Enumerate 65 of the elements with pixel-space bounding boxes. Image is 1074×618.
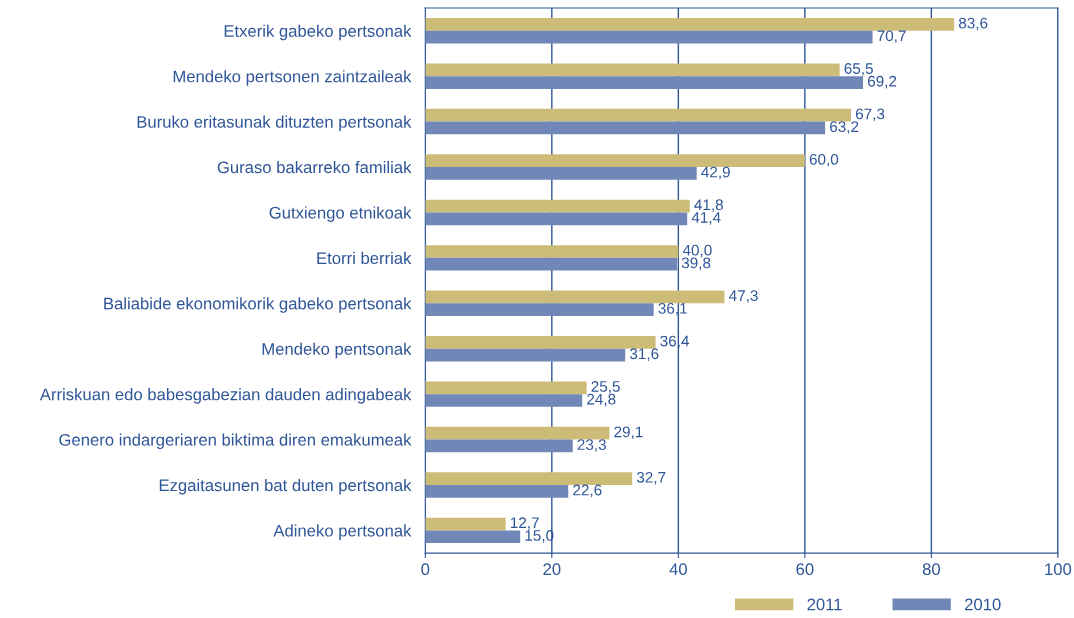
x-tick-label: 60 bbox=[796, 563, 814, 576]
bar bbox=[425, 108, 852, 122]
data-label: 69,2 bbox=[868, 75, 897, 89]
bar bbox=[425, 212, 688, 226]
data-label: 25,5 bbox=[591, 381, 620, 394]
bar bbox=[425, 63, 840, 77]
bar bbox=[425, 530, 521, 544]
bar bbox=[425, 121, 826, 135]
y-tick-label: Adineko pertsonak bbox=[273, 524, 412, 540]
y-tick-label: Etorri berriak bbox=[317, 251, 412, 265]
y-tick-label: Genero indargeriaren biktima diren emakumeak bbox=[59, 433, 412, 450]
data-label: 41,8 bbox=[694, 199, 723, 212]
data-label: 60,0 bbox=[809, 153, 839, 167]
data-label: 83,6 bbox=[958, 17, 988, 31]
y-tick-label: Baliabide ekonomikorik gabeko pertsonak bbox=[104, 297, 412, 313]
bar bbox=[425, 290, 725, 304]
legend-label: 2010 bbox=[965, 598, 1001, 611]
bar bbox=[425, 335, 656, 349]
legend-label: 2011 bbox=[807, 598, 842, 611]
bar bbox=[425, 303, 654, 316]
y-tick-label: Mendeko pertsonen zaintzaileak bbox=[173, 70, 412, 86]
data-label: 40,0 bbox=[682, 244, 712, 258]
bar bbox=[425, 154, 805, 168]
data-label: 47,3 bbox=[729, 290, 758, 303]
data-label: 31,6 bbox=[629, 348, 659, 361]
bar bbox=[425, 167, 697, 180]
bar bbox=[425, 245, 679, 258]
x-tick-label: 100 bbox=[1045, 563, 1072, 576]
data-label: 42,9 bbox=[701, 166, 730, 180]
x-tick-label: 40 bbox=[669, 563, 687, 576]
bar bbox=[425, 257, 678, 271]
bar bbox=[425, 76, 864, 89]
bar bbox=[425, 199, 690, 213]
y-tick-label: Ezgaitasunen bat duten pertsonak bbox=[159, 478, 412, 495]
data-label: 39,8 bbox=[681, 257, 711, 271]
data-label: 63,2 bbox=[830, 121, 859, 134]
bar bbox=[425, 484, 569, 498]
bar bbox=[425, 426, 610, 440]
y-tick-label: Gutxiengo etnikoak bbox=[269, 206, 412, 222]
data-label: 29,1 bbox=[614, 426, 643, 440]
bar bbox=[425, 439, 573, 453]
bar bbox=[425, 381, 587, 395]
bar bbox=[425, 394, 583, 407]
data-label: 23,3 bbox=[577, 439, 606, 452]
x-tick-label: 0 bbox=[421, 563, 430, 576]
data-label: 65,5 bbox=[844, 63, 873, 76]
y-tick-label: Arriskuan edo babesgabezian dauden adingabeak bbox=[39, 388, 412, 404]
y-tick-label: Buruko eritasunak dituzten pertsonak bbox=[137, 115, 412, 132]
data-label: 24,8 bbox=[587, 393, 616, 407]
bar bbox=[425, 30, 873, 44]
x-tick-label: 20 bbox=[543, 563, 561, 576]
data-label: 32,7 bbox=[636, 471, 666, 485]
bar bbox=[425, 472, 633, 485]
data-label: 67,3 bbox=[855, 108, 885, 122]
y-tick-label: Guraso bakarreko familiak bbox=[217, 160, 412, 174]
y-tick-label: Etxerik gabeko pertsonak bbox=[224, 24, 412, 41]
data-label: 70,7 bbox=[877, 30, 906, 44]
data-label: 12,7 bbox=[510, 517, 539, 530]
bar bbox=[425, 18, 955, 31]
bar bbox=[425, 517, 506, 531]
data-label: 22,6 bbox=[573, 484, 602, 498]
bar bbox=[425, 348, 626, 362]
x-tick-label: 80 bbox=[922, 563, 940, 576]
data-label: 41,4 bbox=[691, 212, 721, 225]
y-tick-label: Mendeko pentsonak bbox=[262, 342, 412, 359]
